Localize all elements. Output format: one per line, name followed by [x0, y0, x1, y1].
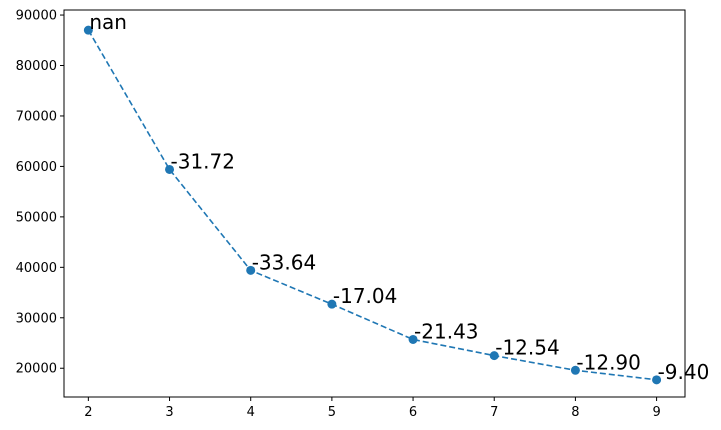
data-point — [408, 334, 418, 344]
data-label: -12.90 — [576, 350, 640, 374]
data-label: -21.43 — [414, 319, 478, 343]
data-label: -33.64 — [252, 250, 316, 274]
data-point — [165, 164, 175, 174]
y-axis: 20000 30000 40000 50000 60000 70000 80000 90000 — [16, 9, 64, 377]
data-point — [83, 25, 93, 35]
x-tick-label: 7 — [490, 405, 498, 420]
x-tick-label: 6 — [409, 405, 417, 420]
data-label: -17.04 — [333, 284, 397, 308]
series-line — [87, 29, 657, 381]
x-tick-label: 5 — [328, 405, 336, 420]
data-labels: nan -31.72 -33.64 -17.04 -21.43 -12.54 -12.90-… — [89, 10, 709, 384]
data-label: -31.72 — [171, 149, 235, 173]
x-tick-label: 9 — [652, 405, 660, 420]
x-tick-label: 8 — [571, 405, 579, 420]
y-tick-label: 70000 — [16, 109, 57, 124]
y-tick-label: 50000 — [16, 210, 57, 225]
series-markers — [83, 25, 662, 385]
y-tick-label: 60000 — [16, 160, 57, 175]
x-tick-label: 4 — [247, 405, 255, 420]
y-tick-label: 40000 — [16, 261, 57, 276]
x-axis: 2 3 4 5 6 7 8 9 — [84, 397, 661, 420]
x-tick-label: 2 — [84, 405, 92, 420]
data-label: nan — [89, 10, 127, 34]
y-tick-label: 20000 — [16, 362, 57, 377]
data-point — [570, 365, 580, 375]
plot-frame — [63, 9, 686, 398]
y-tick-label: 80000 — [16, 59, 57, 74]
x-tick-label: 3 — [165, 405, 173, 420]
data-label: -12.54 — [495, 336, 559, 360]
data-point — [327, 299, 337, 309]
y-tick-label: 30000 — [16, 311, 57, 326]
data-point — [652, 375, 662, 385]
data-label: -9.40 — [658, 360, 710, 384]
data-point — [246, 265, 256, 275]
y-tick-label: 90000 — [16, 9, 57, 24]
data-point — [489, 351, 499, 361]
